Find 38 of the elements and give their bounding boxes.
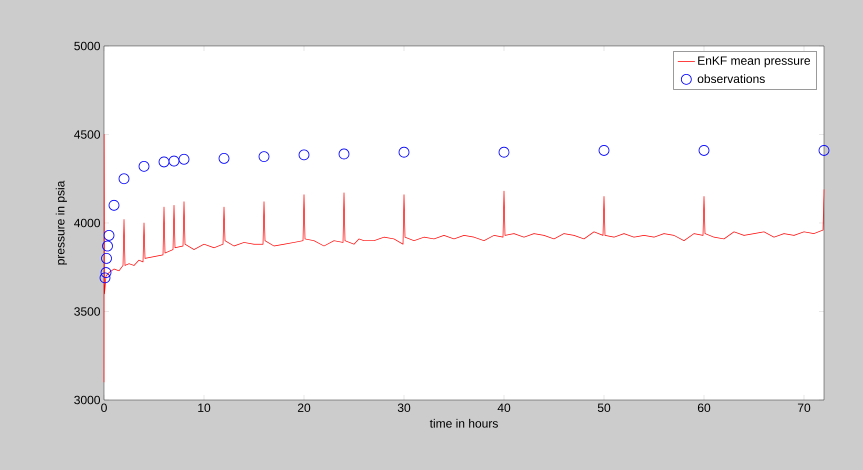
point xyxy=(102,240,113,252)
y-tick-label: 5000 xyxy=(74,42,100,50)
y-tick-label: 3500 xyxy=(74,307,100,316)
point xyxy=(104,230,114,241)
point xyxy=(108,200,120,211)
point xyxy=(698,145,710,156)
y-axis-title: pressure in psia xyxy=(56,180,67,265)
point xyxy=(118,173,130,184)
legend-label: observations xyxy=(698,74,765,84)
x-tick-label: 20 xyxy=(298,404,310,412)
point xyxy=(818,145,830,156)
point xyxy=(258,151,270,162)
x-axis-title: time in hours xyxy=(430,418,498,428)
point xyxy=(158,156,170,168)
x-tick-label: 30 xyxy=(398,404,410,412)
point xyxy=(498,146,510,158)
legend-label: EnKF mean pressure xyxy=(698,56,810,68)
x-tick-label: 10 xyxy=(198,404,210,412)
point xyxy=(100,267,112,278)
y-tick-label: 4500 xyxy=(74,130,100,139)
x-tick-label: 0 xyxy=(101,404,107,412)
point xyxy=(298,149,310,160)
point xyxy=(178,154,190,165)
x-tick-label: 50 xyxy=(598,404,610,412)
point xyxy=(398,146,410,158)
x-tick-label: 60 xyxy=(698,404,710,412)
point xyxy=(338,148,350,160)
point xyxy=(101,252,112,264)
point xyxy=(168,156,180,166)
point xyxy=(218,152,230,164)
y-tick-label: 4000 xyxy=(74,218,100,228)
point xyxy=(598,145,610,156)
y-tick-label: 3000 xyxy=(74,396,100,404)
x-tick-label: 40 xyxy=(498,404,510,412)
point xyxy=(138,160,150,172)
x-tick-label: 70 xyxy=(798,404,810,412)
point xyxy=(100,272,110,284)
line-series xyxy=(104,134,824,383)
